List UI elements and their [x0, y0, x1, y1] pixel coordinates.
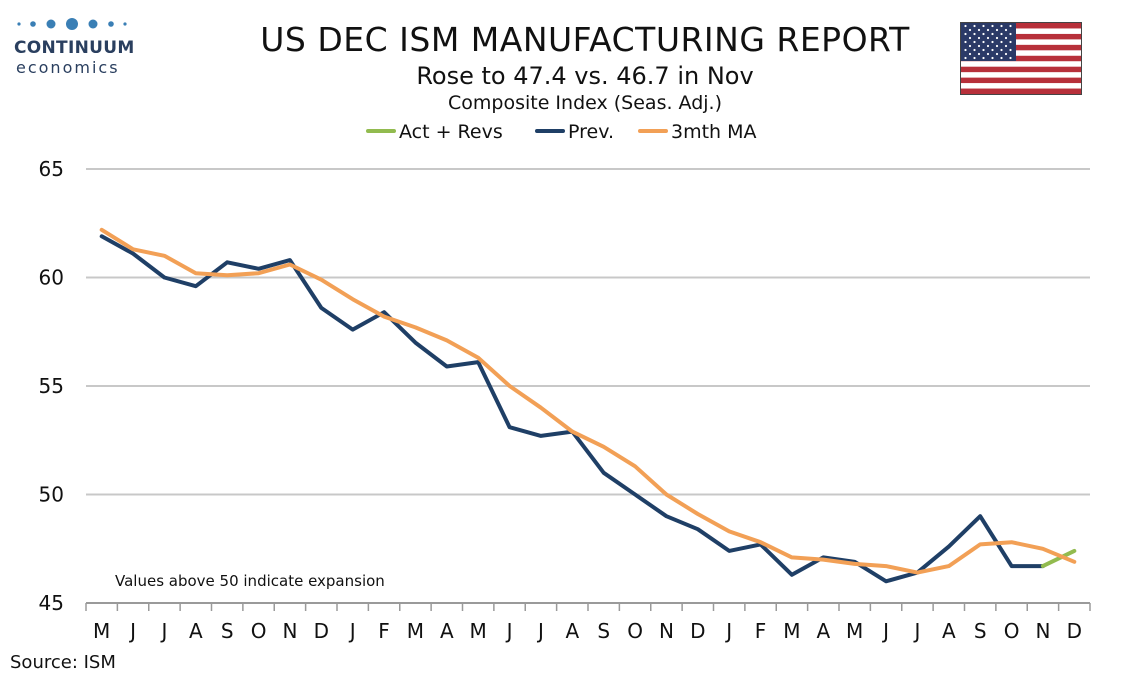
x-tick-label: S	[974, 619, 987, 643]
source-note: Source: ISM	[10, 652, 116, 673]
x-tick-label: D	[690, 619, 705, 643]
us-flag-icon	[960, 22, 1082, 95]
x-tick-label: J	[505, 619, 513, 643]
legend-label-act: Act + Revs	[399, 121, 503, 143]
series-lines	[99, 227, 1077, 584]
x-tick-label: M	[846, 619, 863, 643]
series-line-prev	[99, 234, 1045, 584]
gridlines: 45 50 55 60 65	[39, 157, 1090, 615]
x-tick-label: F	[378, 619, 390, 643]
x-tick-label: S	[221, 619, 234, 643]
x-tick-label: J	[912, 619, 920, 643]
x-tick-label: N	[282, 619, 297, 643]
x-tick-label: S	[597, 619, 610, 643]
x-tick-label: M	[93, 619, 110, 643]
x-tick-label: A	[565, 619, 579, 643]
x-tick-label: A	[942, 619, 956, 643]
legend-label-prev: Prev.	[568, 121, 614, 143]
x-tick-label: J	[881, 619, 889, 643]
x-tick-label: J	[724, 619, 732, 643]
y-tick-label: 45	[39, 591, 64, 615]
x-tick-label: J	[159, 619, 167, 643]
continuum-logo: CONTINUUM economics	[14, 14, 144, 77]
logo-dots-icon	[17, 18, 127, 30]
x-tick-label: M	[783, 619, 800, 643]
x-tick-label: O	[1004, 619, 1020, 643]
x-tick-label: A	[816, 619, 830, 643]
x-tick-label: J	[536, 619, 544, 643]
x-tick-label: N	[659, 619, 674, 643]
x-tick-label: A	[189, 619, 203, 643]
series-line-ma	[99, 227, 1077, 575]
x-tick-label: J	[348, 619, 356, 643]
y-tick-label: 65	[39, 157, 64, 181]
x-tick-label: M	[470, 619, 487, 643]
x-tick-label: F	[755, 619, 767, 643]
y-tick-label: 55	[39, 374, 64, 398]
chart-annotation: Values above 50 indicate expansion	[115, 572, 385, 590]
legend: Act + Revs Prev. 3mth MA	[366, 121, 757, 143]
legend-label-ma: 3mth MA	[671, 121, 757, 143]
y-tick-label: 60	[39, 266, 64, 290]
x-tick-label: D	[1067, 619, 1082, 643]
x-tick-label: J	[128, 619, 136, 643]
logo-name: CONTINUUM	[14, 38, 135, 58]
chart-subtitle-2: Composite Index (Seas. Adj.)	[447, 92, 723, 114]
x-tick-label: N	[1035, 619, 1050, 643]
y-tick-label: 50	[39, 483, 64, 507]
x-tick-label: O	[251, 619, 267, 643]
series-line-act	[1040, 548, 1077, 569]
x-tick-label: O	[627, 619, 643, 643]
x-tick-label: D	[314, 619, 329, 643]
x-tick-label: M	[407, 619, 424, 643]
chart-subtitle: Rose to 47.4 vs. 46.7 in Nov	[416, 62, 754, 90]
x-tick-label: A	[440, 619, 454, 643]
chart-title: US DEC ISM MANUFACTURING REPORT	[260, 20, 910, 59]
logo-sub: economics	[16, 58, 120, 77]
